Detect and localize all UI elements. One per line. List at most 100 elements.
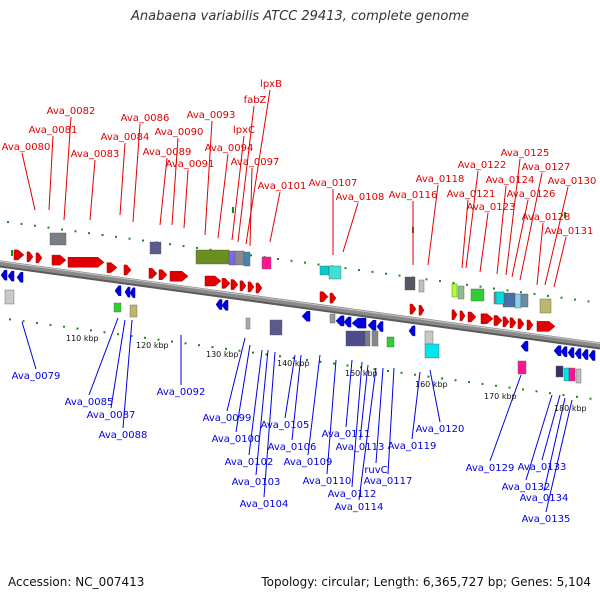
tick-dot	[184, 342, 187, 345]
genome-info: Topology: circular; Length: 6,365,727 bp…	[261, 575, 591, 589]
leader-line	[525, 394, 553, 481]
gene-label-ava-0105: Ava_0105	[261, 420, 310, 431]
leader-line	[132, 123, 141, 223]
leader-line	[204, 120, 213, 236]
tick-dot	[589, 397, 592, 400]
leader-line	[269, 191, 281, 243]
tick-mark	[232, 207, 234, 213]
leader-line	[63, 116, 72, 221]
feature-box	[555, 365, 564, 378]
feature-boxes	[4, 232, 582, 384]
feature-box	[424, 343, 440, 359]
reverse-gene-arrow	[16, 272, 24, 283]
leader-line	[387, 367, 395, 475]
feature-box	[345, 330, 366, 347]
gene-label-ava-0106: Ava_0106	[268, 442, 317, 453]
gene-label-ava-0088: Ava_0088	[99, 430, 148, 441]
leader-line	[375, 367, 384, 464]
kbp-tick-labels: 110 kbp 120 kbp 130 kbp 140 kbp 150 kbp 160 k…	[66, 334, 587, 413]
gene-label-fabz: fabZ	[244, 95, 267, 106]
tick-dot	[560, 296, 563, 299]
tick-dot	[360, 366, 362, 369]
tick-dot	[562, 394, 565, 397]
reverse-gene-arrow	[351, 317, 367, 329]
tick-dot	[414, 373, 416, 376]
tick-dot	[547, 294, 549, 297]
feature-box	[245, 317, 251, 330]
forward-gene-arrow	[158, 269, 168, 280]
tick-dot	[142, 239, 144, 242]
forward-gene-arrow	[13, 249, 25, 261]
forward-gene-arrow	[467, 311, 477, 323]
tick-dot	[344, 267, 347, 270]
gene-label-ava-0123: Ava_0123	[467, 202, 516, 213]
reverse-gene-arrow	[588, 350, 596, 361]
tick-dot	[128, 237, 131, 240]
tick-dots	[7, 207, 592, 400]
tick-dot	[317, 263, 320, 266]
feature-box	[502, 292, 516, 308]
feature-box	[228, 250, 236, 266]
tick-dot	[333, 362, 335, 365]
gene-label-ava-0103: Ava_0103	[232, 477, 281, 488]
forward-gene-arrow	[409, 303, 417, 315]
leader-line	[358, 367, 377, 501]
feature-box	[520, 293, 529, 308]
tick-dot	[292, 357, 295, 360]
gene-label-ava-0090: Ava_0090	[155, 127, 204, 138]
kbp-tick-label: 140 kbp	[277, 359, 310, 368]
forward-gene-arrow	[148, 268, 158, 279]
gene-label-ava-0112: Ava_0112	[328, 489, 377, 500]
tick-dot	[198, 344, 200, 347]
gene-arrows	[0, 249, 596, 361]
tick-dot	[587, 300, 590, 303]
leader-line	[171, 137, 179, 226]
gene-label-ava-0128: Ava_0128	[522, 212, 571, 223]
gene-label-ava-0118: Ava_0118	[416, 174, 465, 185]
tick-dot	[385, 272, 387, 275]
leader-line	[21, 321, 37, 370]
feature-box	[514, 293, 522, 309]
reverse-gene-arrow	[114, 285, 122, 296]
tick-dot	[7, 221, 9, 224]
gene-label-ava-0124: Ava_0124	[486, 175, 535, 186]
tick-dot	[398, 274, 401, 277]
leader-line	[248, 349, 263, 456]
tick-dot	[439, 280, 441, 283]
forward-gene-arrow	[418, 305, 425, 316]
forward-gene-arrow	[35, 252, 43, 264]
tick-dot	[171, 340, 173, 343]
reverse-gene-arrow	[124, 286, 131, 298]
feature-box	[261, 256, 272, 270]
feature-box	[149, 241, 162, 255]
leader-line	[263, 351, 276, 498]
feature-box	[234, 250, 245, 266]
tick-dot	[506, 289, 509, 292]
gene-label-ava-0092: Ava_0092	[157, 387, 206, 398]
leader-line	[351, 361, 363, 488]
tick-dot	[277, 257, 279, 260]
tick-dot	[454, 379, 457, 382]
forward-gene-arrow	[319, 291, 329, 302]
forward-gene-arrow	[51, 254, 67, 266]
tick-dot	[387, 370, 389, 373]
gene-label-ava-0135: Ava_0135	[522, 514, 571, 525]
reverse-gene-arrow	[129, 287, 136, 299]
feature-box	[49, 232, 67, 246]
leader-line	[226, 337, 246, 412]
tick-dot	[466, 283, 468, 286]
leader-line	[553, 236, 567, 288]
tick-dot	[533, 293, 536, 296]
leader-line	[536, 222, 544, 286]
tick-dot	[373, 368, 376, 371]
gene-label-ava-0081: Ava_0081	[29, 125, 78, 136]
reverse-gene-arrow	[335, 315, 345, 327]
gene-label-ava-0083: Ava_0083	[71, 149, 120, 160]
feature-box	[129, 304, 138, 318]
reverse-gene-arrow	[7, 270, 15, 282]
tick-dot	[74, 230, 77, 233]
gene-label-ava-0133: Ava_0133	[518, 462, 567, 473]
gene-label-ava-0126: Ava_0126	[507, 189, 556, 200]
leader-line	[217, 153, 229, 239]
kbp-tick-label: 170 kbp	[484, 392, 517, 401]
